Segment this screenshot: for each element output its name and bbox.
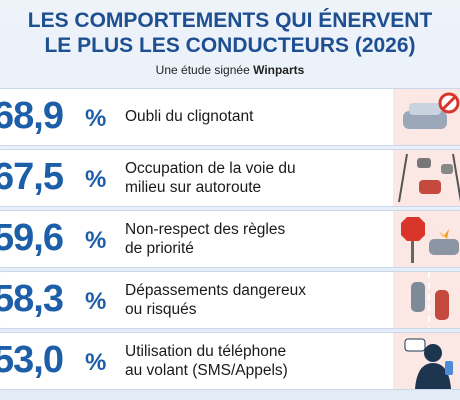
label-line: Utilisation du téléphone (125, 343, 287, 360)
label-line: Dépassements dangereux (125, 282, 306, 299)
item-icon (393, 333, 460, 389)
item-value: 59,6 (0, 217, 64, 259)
label-line: milieu sur autoroute (125, 179, 262, 196)
item-row: 68,9% Oubli du clignotant (0, 88, 460, 146)
item-label: Oubli du clignotant (125, 107, 385, 126)
item-unit: % (85, 105, 107, 132)
item-label: Occupation de la voie du milieu sur autor… (125, 159, 385, 197)
item-row: 67,5% Occupation de la voie du milieu sur … (0, 149, 460, 207)
item-icon (393, 150, 460, 206)
icon (404, 338, 453, 389)
item-icon (393, 211, 460, 267)
item-unit: % (85, 349, 107, 376)
item-row: 59,6% Non-respect des règles de priorité (0, 210, 460, 268)
item-label: Dépassements dangereux ou risqués (125, 281, 385, 319)
title-line: LE PLUS LES CONDUCTEURS (2026) (44, 34, 416, 57)
title: LES COMPORTEMENTS QUI ÉNERVENT LE PLUS L… (0, 8, 460, 58)
icon (411, 272, 449, 328)
icon (398, 153, 460, 203)
item-value: 68,9 (0, 95, 64, 137)
item-row: 53,0% Utilisation du téléphone au volant (… (0, 332, 460, 390)
label-line: de priorité (125, 240, 194, 257)
item-value: 53,0 (0, 339, 64, 381)
title-line: LES COMPORTEMENTS QUI ÉNERVENT (27, 9, 433, 32)
brand: Winparts (253, 63, 305, 77)
label-line: Oubli du clignotant (125, 108, 254, 125)
item-label: Non-respect des règles de priorité (125, 220, 385, 258)
label-line: Occupation de la voie du (125, 160, 296, 177)
item-unit: % (85, 166, 107, 193)
item-row: 58,3% Dépassements dangereux ou risqués (0, 271, 460, 329)
item-value: 58,3 (0, 278, 64, 320)
label-line: Non-respect des règles (125, 221, 286, 238)
item-icon (393, 272, 460, 328)
icon (401, 217, 459, 263)
icon (403, 92, 460, 129)
label-line: au volant (SMS/Appels) (125, 362, 288, 379)
item-unit: % (85, 227, 107, 254)
item-unit: % (85, 288, 107, 315)
subtitle: Une étude signée Winparts (0, 63, 460, 77)
label-line: ou risqués (125, 301, 197, 318)
item-label: Utilisation du téléphone au volant (SMS/A… (125, 342, 385, 380)
subtitle-text: Une étude signée (155, 63, 250, 77)
item-value: 67,5 (0, 156, 64, 198)
item-icon (393, 89, 460, 145)
